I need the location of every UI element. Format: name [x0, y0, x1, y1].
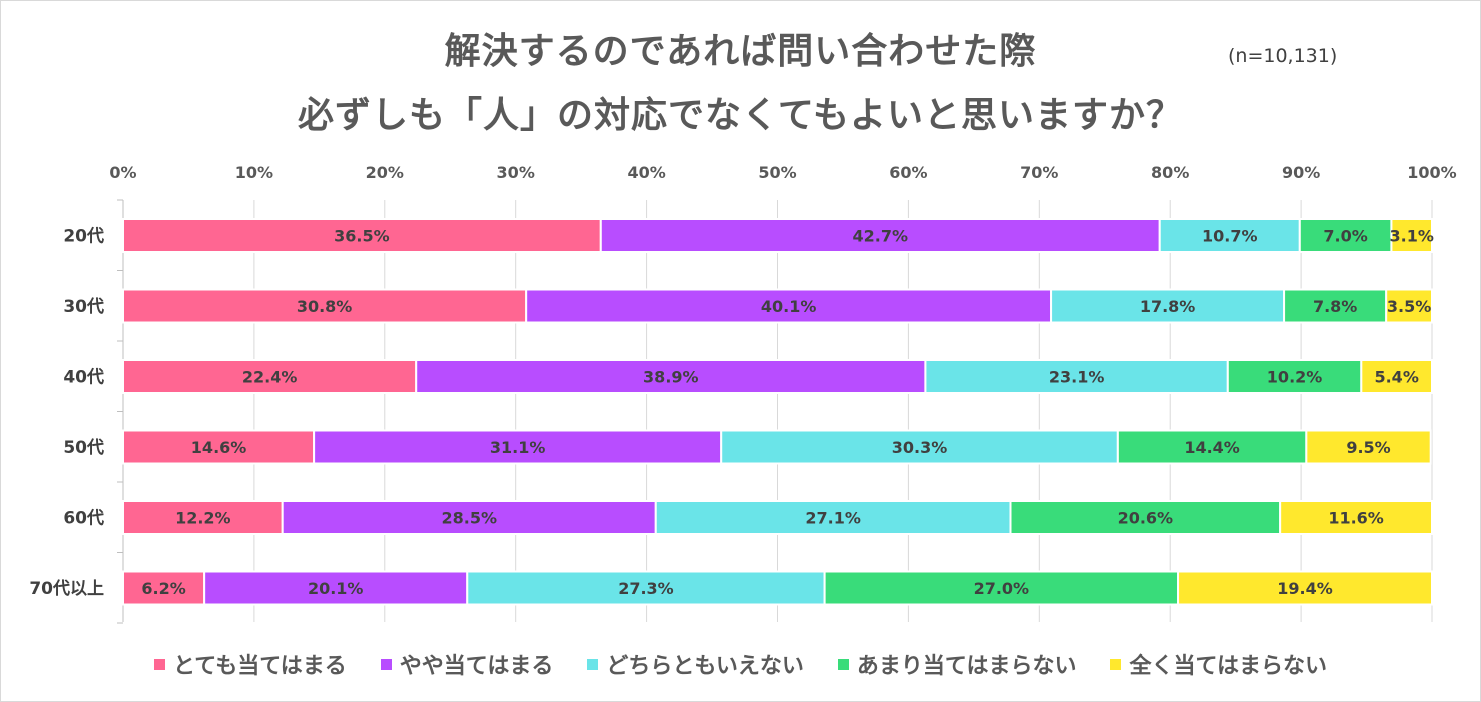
bar-value-label: 23.1% [1049, 368, 1105, 387]
bar-value-label: 30.8% [297, 297, 353, 316]
legend-item: やや当てはまる [380, 648, 554, 680]
bar-value-label: 14.4% [1184, 438, 1240, 457]
bar-segment [313, 429, 723, 465]
bar-value-label: 12.2% [175, 509, 231, 528]
bar-value-label: 14.6% [191, 438, 247, 457]
legend-label: あまり当てはまらない [856, 654, 1077, 679]
legend-item: とても当てはまる [153, 648, 347, 680]
legend-item: あまり当てはまらない [837, 648, 1077, 680]
category-label: 40代 [63, 367, 104, 388]
legend-label: 全く当てはまらない [1129, 654, 1328, 679]
bar-segment [122, 570, 206, 606]
category-label: 60代 [63, 508, 104, 529]
bar-value-label: 10.2% [1267, 368, 1323, 387]
legend-label: とても当てはまる [172, 654, 347, 679]
bar-value-label: 9.5% [1346, 438, 1390, 457]
bar-segment [924, 359, 1229, 394]
bar-value-label: 7.8% [1313, 297, 1357, 316]
sample-size-label: (n=10,131) [1228, 45, 1338, 67]
bar-segment [415, 359, 927, 394]
bar-value-label: 7.0% [1323, 227, 1367, 246]
x-tick-label: 100% [1407, 163, 1456, 182]
bar-segment [1390, 218, 1434, 253]
bar-segment [823, 570, 1180, 606]
bar-value-label: 31.1% [490, 438, 546, 457]
legend-label: やや当てはまる [399, 654, 554, 679]
bar-segment [525, 288, 1053, 324]
bar-value-label: 3.5% [1387, 297, 1431, 316]
x-tick-label: 10% [235, 163, 273, 182]
bar-value-label: 11.6% [1328, 509, 1384, 528]
bar-value-label: 38.9% [643, 368, 699, 387]
bar-segment [1360, 359, 1433, 394]
legend-swatch [1110, 658, 1122, 670]
bar-segment [281, 500, 657, 535]
bar-segment [1279, 500, 1433, 535]
chart-title-line-2: 必ずしも「人」の対応でなくてもよいと思いますか？ [297, 95, 1184, 136]
legend-swatch [153, 658, 165, 670]
bar-value-label: 42.7% [852, 227, 908, 246]
bar-segment [1226, 359, 1363, 394]
x-tick-label: 20% [366, 163, 404, 182]
x-tick-label: 0% [109, 163, 136, 182]
bar-segment [1385, 288, 1434, 324]
legend-label: どちらともいえない [606, 654, 804, 679]
bar-value-label: 27.1% [805, 509, 861, 528]
bar-value-label: 19.4% [1277, 579, 1333, 598]
bar-segment [1177, 570, 1433, 606]
bar-segment [1283, 288, 1388, 324]
bar-segment [122, 429, 316, 465]
chart-title-line-1: 解決するのであれば問い合わせた際 [444, 31, 1037, 72]
bar-segment [466, 570, 826, 606]
bar-value-label: 30.3% [892, 438, 948, 457]
category-label: 20代 [63, 226, 104, 247]
category-label: 50代 [63, 437, 104, 458]
bar-value-label: 27.3% [618, 579, 674, 598]
x-tick-label: 40% [627, 163, 665, 182]
x-tick-label: 30% [497, 163, 535, 182]
legend-swatch [587, 658, 599, 670]
x-tick-label: 50% [758, 163, 796, 182]
bar-segment [122, 218, 602, 253]
x-tick-label: 80% [1151, 163, 1189, 182]
bar-segment [1305, 429, 1432, 465]
bar-value-label: 5.4% [1374, 368, 1418, 387]
bar-value-label: 28.5% [441, 509, 497, 528]
bar-value-label: 20.6% [1118, 509, 1174, 528]
bar-value-label: 6.2% [141, 579, 185, 598]
bar-segment [1158, 218, 1301, 253]
legend-swatch [837, 658, 849, 670]
bar-value-label: 22.4% [242, 368, 298, 387]
bar-value-label: 27.0% [974, 579, 1030, 598]
bar-segment [720, 429, 1119, 465]
category-label: 70代以上 [29, 578, 104, 599]
legend-item: どちらともいえない [587, 648, 804, 680]
legend-item: 全く当てはまらない [1110, 648, 1327, 680]
x-tick-label: 70% [1020, 163, 1058, 182]
bar-value-label: 40.1% [761, 297, 817, 316]
bar-value-label: 10.7% [1202, 227, 1258, 246]
bar-value-label: 17.8% [1140, 297, 1196, 316]
bar-value-label: 20.1% [308, 579, 364, 598]
legend-swatch [380, 658, 392, 670]
x-tick-label: 60% [889, 163, 927, 182]
category-label: 30代 [63, 296, 104, 317]
x-tick-label: 90% [1282, 163, 1320, 182]
bar-segment [654, 500, 1012, 535]
bar-segment [1009, 500, 1282, 535]
chart-legend: とても当てはまる やや当てはまる どちらともいえない あまり当てはまらない 全く当てはま… [0, 648, 1481, 680]
bar-value-label: 36.5% [334, 227, 390, 246]
bar-value-label: 3.1% [1390, 227, 1434, 246]
